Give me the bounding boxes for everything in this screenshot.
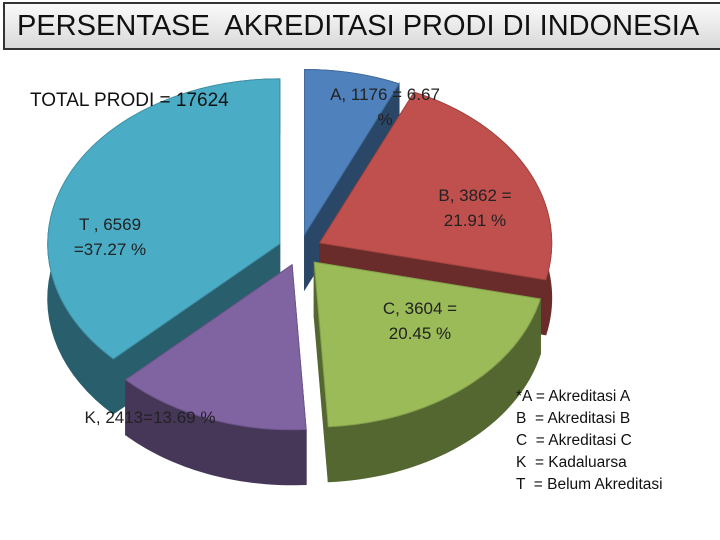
data-label: B, 3862 = 21.91 % bbox=[438, 186, 512, 230]
data-label: K, 2413=13.69 % bbox=[84, 408, 216, 427]
slice bbox=[318, 91, 553, 281]
slice bbox=[47, 78, 281, 360]
slice bbox=[304, 69, 400, 237]
data-label: A, 1176 = 6.67 % bbox=[330, 85, 440, 129]
chart-title: PERSENTASE AKREDITASI PRODI DI INDONESIA bbox=[3, 2, 720, 50]
data-label: T , 6569 =37.27 % bbox=[73, 215, 147, 259]
legend-note: B = Akreditasi B bbox=[516, 410, 631, 427]
legend-note: *A = Akreditasi A bbox=[516, 388, 631, 405]
legend-note: C = Akreditasi C bbox=[516, 432, 632, 449]
annotation: TOTAL PRODI = 17624 bbox=[30, 90, 229, 111]
notes: *A = Akreditasi A B = Akreditasi B C = Akr… bbox=[516, 386, 663, 496]
slice bbox=[313, 261, 542, 428]
slice bbox=[124, 263, 307, 431]
data-label: C, 3604 = 20.45 % bbox=[382, 299, 458, 343]
legend-note: T = Belum Akreditasi bbox=[516, 476, 663, 493]
legend-note: K = Kadaluarsa bbox=[516, 454, 627, 471]
